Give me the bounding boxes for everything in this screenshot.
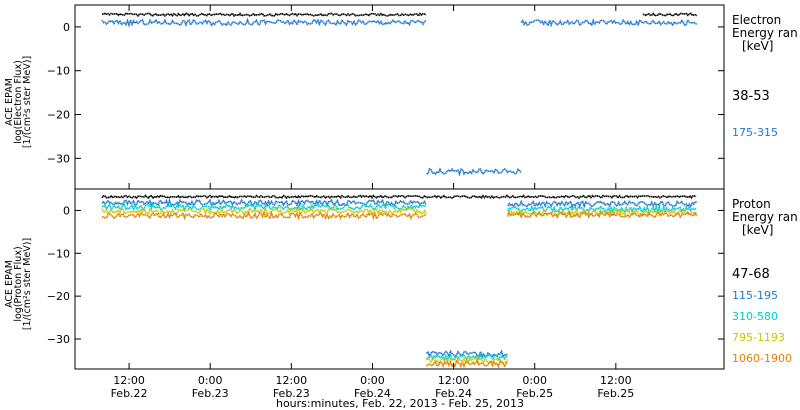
x-tick-date: Feb.25	[597, 387, 634, 400]
x-tick-date: Feb.24	[354, 387, 391, 400]
panel-frame	[74, 188, 725, 370]
legend-title-line: [keV]	[742, 39, 773, 53]
series-segment	[520, 17, 698, 28]
series-segment	[102, 210, 427, 221]
legend-entry: 38-53	[732, 89, 770, 104]
legend-title-line: Energy ran	[732, 210, 798, 224]
legend-entry: 47-68	[732, 267, 770, 282]
series-segment	[426, 349, 508, 359]
y-axis-label-line: [1/(cm²s ster MeV)]	[22, 238, 33, 330]
y-tick-label: 0	[63, 21, 70, 34]
series-segment	[425, 355, 509, 366]
legend-entry: 115-195	[732, 289, 778, 302]
y-tick-label: −20	[47, 290, 70, 303]
y-tick-label: −30	[47, 152, 70, 165]
x-tick-label: 0:00	[198, 374, 223, 387]
y-tick-label: 0	[63, 204, 70, 217]
series-segment	[101, 12, 427, 18]
series-segment	[101, 17, 427, 28]
x-tick-date: Feb.25	[516, 387, 553, 400]
legend-entry: 1060-1900	[732, 352, 792, 365]
x-tick-label: 12:00	[275, 374, 307, 387]
x-axis-label: hours:minutes, Feb. 22, 2013 - Feb. 25, …	[276, 397, 524, 410]
series-segment	[101, 194, 697, 200]
x-tick-label: 0:00	[522, 374, 547, 387]
series-segment	[506, 210, 698, 220]
data-layer	[101, 12, 698, 177]
x-tick-date: Feb.22	[111, 387, 148, 400]
series-segment	[507, 199, 697, 209]
data-layer	[101, 194, 698, 369]
legend-title-line: Electron	[732, 13, 781, 27]
x-tick-label: 12:00	[113, 374, 145, 387]
y-tick-label: −20	[47, 109, 70, 122]
legend-entry: 795-1193	[732, 331, 785, 344]
legend-entry: 310-580	[732, 310, 778, 323]
series-segment	[506, 207, 698, 218]
x-tick-label: 0:00	[360, 374, 385, 387]
series-segment	[101, 202, 427, 212]
x-tick-label: 12:00	[600, 374, 632, 387]
y-axis-label-line: log(Proton Flux)	[13, 246, 24, 321]
legend-title-line: Energy ran	[732, 26, 798, 40]
y-tick-label: −10	[47, 247, 70, 260]
series-segment	[426, 167, 522, 177]
x-tick-date: Feb.23	[192, 387, 229, 400]
x-tick-date: Feb.23	[273, 387, 310, 400]
y-tick-label: −10	[47, 65, 70, 78]
legend-title-line: [keV]	[742, 223, 773, 237]
legend-entry: 175-315	[732, 126, 778, 139]
y-axis-label-line: ACE EPAM	[4, 78, 15, 126]
series-segment	[101, 198, 427, 208]
series-segment	[425, 359, 509, 369]
x-tick-label: 12:00	[438, 374, 470, 387]
x-tick-date: Feb.24	[435, 387, 472, 400]
legend-title-line: Proton	[732, 197, 771, 211]
series-segment	[506, 203, 697, 215]
y-tick-label: −30	[47, 333, 70, 346]
y-axis-label-line: [1/(cm²s ster MeV)]	[22, 56, 33, 148]
y-axis-label-line: log(Electron Flux)	[13, 60, 24, 144]
panel-frame	[74, 4, 725, 190]
series-segment	[642, 12, 698, 17]
x-axis: 12:00Feb.220:00Feb.2312:00Feb.230:00Feb.…	[111, 5, 634, 410]
y-axis-label-line: ACE EPAM	[4, 260, 15, 308]
